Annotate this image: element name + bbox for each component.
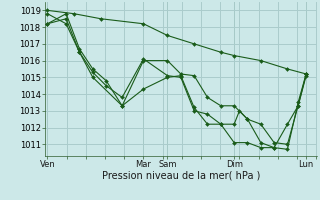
X-axis label: Pression niveau de la mer( hPa ): Pression niveau de la mer( hPa ) — [102, 171, 260, 181]
